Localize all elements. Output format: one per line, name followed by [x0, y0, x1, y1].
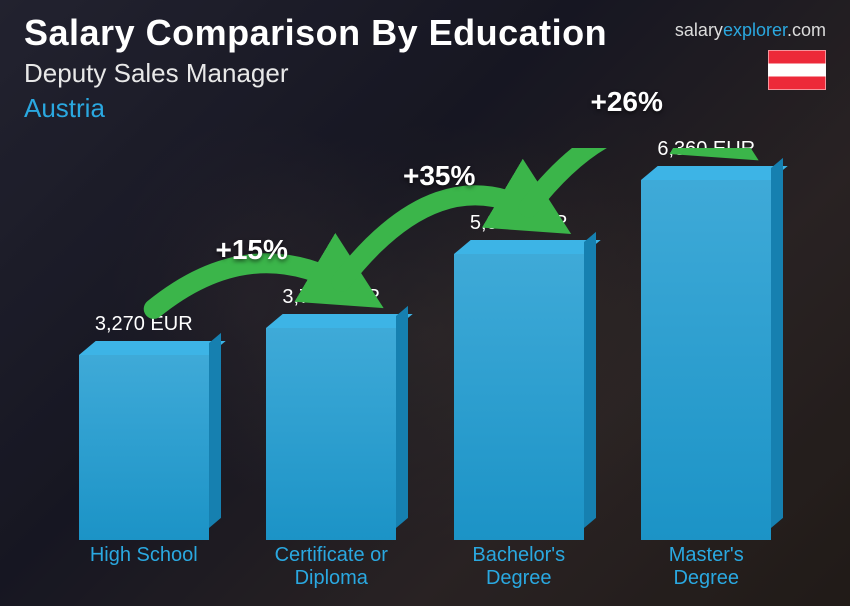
bar-front	[79, 355, 209, 540]
increment-percent-label: +26%	[591, 86, 663, 118]
brand-part-1: salary	[675, 20, 723, 40]
brand-logo-text: salaryexplorer.com	[675, 20, 826, 41]
bar-slot: 5,060 EUR	[444, 254, 594, 540]
job-title: Deputy Sales Manager	[24, 58, 826, 89]
bar-value-label: 6,360 EUR	[657, 138, 755, 161]
bar-value-label: 3,750 EUR	[282, 286, 380, 309]
bar: 3,750 EUR	[266, 328, 396, 540]
brand-part-2: explorer	[723, 20, 787, 40]
bar-front	[266, 328, 396, 540]
bars-container: 3,270 EUR 3,750 EUR 5,060 EUR 6,360 EUR	[50, 148, 800, 540]
category-labels: High School Certificate orDiploma Bachelor…	[50, 540, 800, 588]
bar-slot: 3,270 EUR	[69, 355, 219, 540]
category-label: High School	[69, 540, 219, 588]
bar-chart: 3,270 EUR 3,750 EUR 5,060 EUR 6,360 EUR Hig…	[50, 148, 800, 588]
bar-top-face	[454, 240, 601, 254]
bar-side-face	[584, 232, 596, 528]
category-label: Certificate orDiploma	[256, 540, 406, 588]
country-name: Austria	[24, 93, 826, 124]
category-label: Master'sDegree	[631, 540, 781, 588]
increment-percent-label: +35%	[403, 160, 475, 192]
brand-part-3: .com	[787, 20, 826, 40]
category-label: Bachelor'sDegree	[444, 540, 594, 588]
increment-percent-label: +15%	[216, 234, 288, 266]
bar-side-face	[209, 333, 221, 528]
bar-side-face	[771, 158, 783, 528]
austria-flag-icon	[768, 50, 826, 90]
bar-top-face	[79, 341, 226, 355]
bar-value-label: 3,270 EUR	[95, 313, 193, 336]
bar-front	[641, 180, 771, 540]
bar-top-face	[266, 314, 413, 328]
bar: 6,360 EUR	[641, 180, 771, 540]
bar-slot: 3,750 EUR	[256, 328, 406, 540]
bar: 5,060 EUR	[454, 254, 584, 540]
bar-value-label: 5,060 EUR	[470, 212, 568, 235]
bar: 3,270 EUR	[79, 355, 209, 540]
bar-front	[454, 254, 584, 540]
bar-top-face	[641, 166, 788, 180]
bar-side-face	[396, 306, 408, 528]
bar-slot: 6,360 EUR	[631, 180, 781, 540]
